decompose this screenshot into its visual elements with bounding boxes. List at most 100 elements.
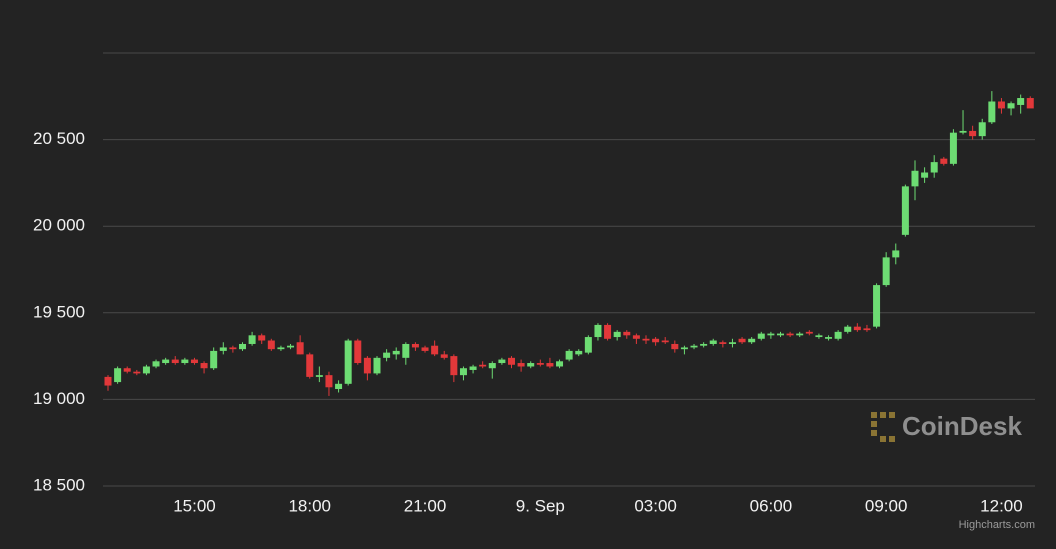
candle-body <box>104 376 112 386</box>
y-tick-label: 19 500 <box>33 302 85 321</box>
candle-body <box>335 383 343 390</box>
candle-body <box>200 363 208 369</box>
candle-body <box>796 333 804 336</box>
candle-body <box>210 350 218 369</box>
candle-body <box>517 363 525 367</box>
candle-body <box>114 368 122 383</box>
candle-body <box>133 371 141 374</box>
candle-body <box>584 337 592 353</box>
candle-body <box>623 331 631 336</box>
x-tick-label: 06:00 <box>750 496 793 515</box>
candle-body <box>834 331 842 339</box>
candle-body <box>988 101 996 123</box>
candle-body <box>719 342 727 344</box>
candle-body <box>459 368 467 376</box>
candle-body <box>546 363 554 367</box>
candle-body <box>373 357 381 374</box>
candle-body <box>709 340 717 344</box>
candle-body <box>776 333 784 336</box>
candle-body <box>901 186 909 235</box>
candle-body <box>661 340 669 343</box>
candle-body <box>488 363 496 369</box>
candle-body <box>575 350 583 355</box>
candle-body <box>825 337 833 339</box>
candle-body <box>671 343 679 350</box>
candle-body <box>190 359 198 364</box>
candle-body <box>431 345 439 355</box>
candle-body <box>507 357 515 365</box>
candle-body <box>238 343 246 350</box>
candle-body <box>978 122 986 137</box>
candle-body <box>142 366 150 374</box>
candle-body <box>296 342 304 355</box>
candle-body <box>344 340 352 384</box>
x-tick-label: 03:00 <box>634 496 677 515</box>
candle-body <box>882 257 890 286</box>
candle-body <box>162 359 170 364</box>
candle-body <box>757 333 765 339</box>
watermark: CoinDesk <box>902 411 1022 441</box>
candle-body <box>469 366 477 370</box>
candle-body <box>786 333 794 336</box>
credits[interactable]: Highcharts.com <box>959 519 1035 531</box>
candle-body <box>152 361 160 367</box>
candle-body <box>632 335 640 339</box>
candle-body <box>892 250 900 258</box>
x-tick-label: 15:00 <box>173 496 216 515</box>
candle-body <box>354 340 362 364</box>
candle-body <box>959 130 967 133</box>
candle-body <box>392 350 400 355</box>
candle-body <box>1026 98 1034 109</box>
candle-body <box>219 347 227 351</box>
candle-body <box>277 347 285 350</box>
candle-body <box>815 335 823 338</box>
candle-body <box>306 354 314 377</box>
candle-body <box>123 368 131 372</box>
candle-body <box>536 363 544 365</box>
candle-body <box>325 375 333 388</box>
candle-body <box>1017 98 1025 105</box>
candle-body <box>805 331 813 334</box>
candle-body <box>911 170 919 187</box>
candle-body <box>642 338 650 341</box>
candle-body <box>680 347 688 350</box>
candle-body <box>594 324 602 338</box>
candle-body <box>844 326 852 332</box>
candle-body <box>421 347 429 351</box>
x-tick-label: 18:00 <box>288 496 331 515</box>
candle-body <box>450 356 458 376</box>
candle-body <box>498 359 506 364</box>
candle-body <box>171 359 179 364</box>
candle-body <box>873 285 881 327</box>
candle-body <box>969 130 977 137</box>
candle-body <box>728 342 736 344</box>
candle-body <box>738 338 746 343</box>
candle-body <box>700 343 708 346</box>
candle-body <box>767 333 775 336</box>
candle-body <box>853 326 861 331</box>
candle-body <box>652 338 660 343</box>
candle-body <box>921 172 929 178</box>
x-tick-label: 9. Sep <box>516 496 565 515</box>
candle-body <box>440 354 448 358</box>
candle-body <box>613 331 621 338</box>
candle-body <box>267 340 275 350</box>
candle-body <box>949 132 957 164</box>
candle-body <box>363 357 371 374</box>
y-tick-label: 20 500 <box>33 129 85 148</box>
logo-icon <box>871 412 895 442</box>
candle-body <box>556 361 564 367</box>
candle-body <box>181 359 189 364</box>
y-tick-label: 20 000 <box>33 216 85 235</box>
candle-body <box>383 352 391 358</box>
candle-body <box>1007 103 1015 109</box>
candle-body <box>565 350 573 360</box>
candle-body <box>997 101 1005 109</box>
candle-body <box>863 328 871 331</box>
candle-body <box>229 347 237 350</box>
candle-body <box>258 335 266 341</box>
candle-body <box>930 162 938 173</box>
